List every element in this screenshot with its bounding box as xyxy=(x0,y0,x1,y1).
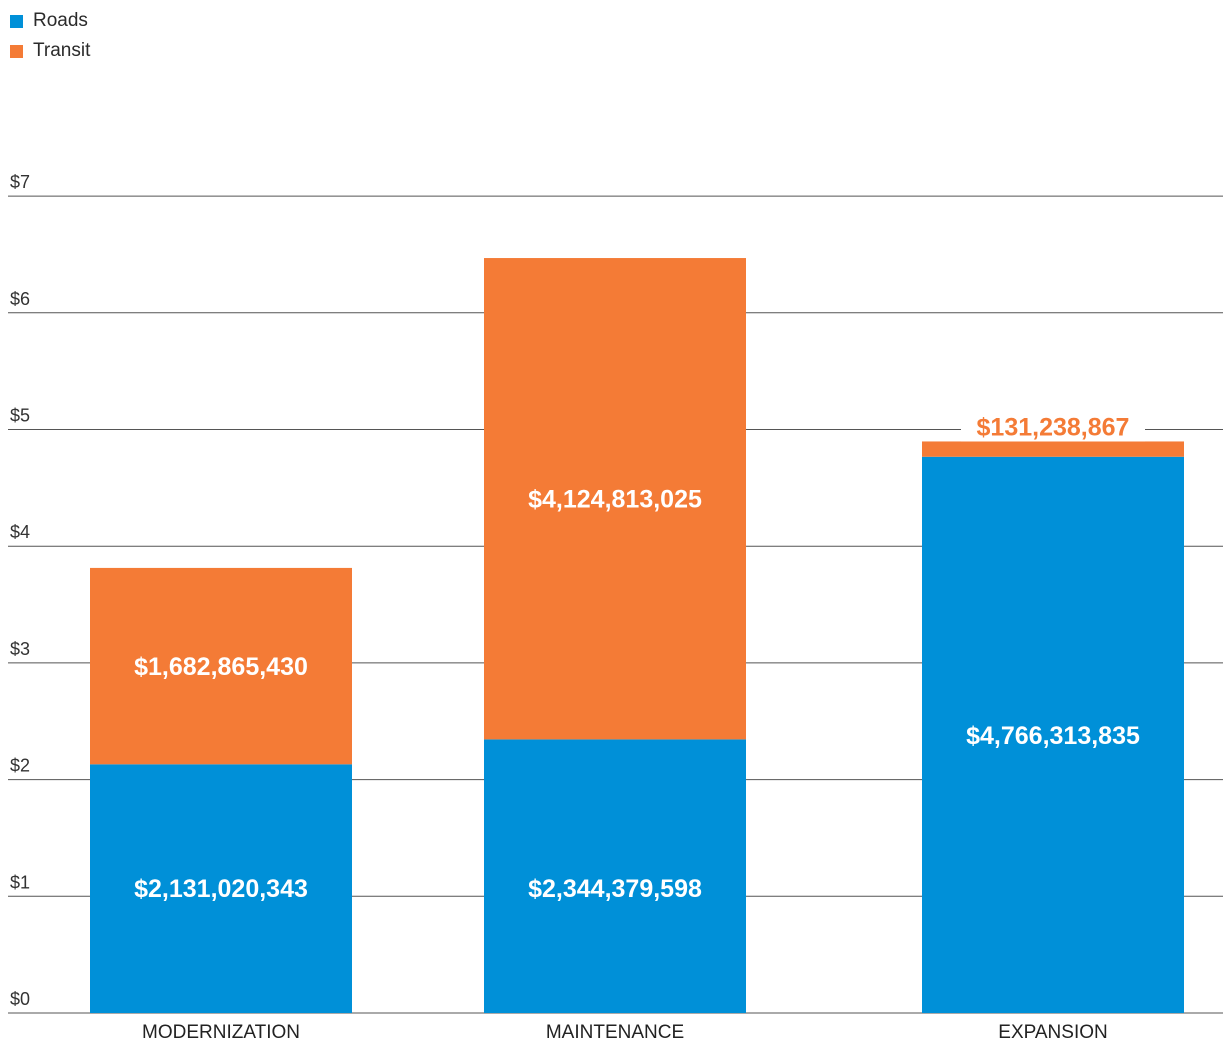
y-tick-label-7: $7 xyxy=(10,172,30,192)
y-tick-label-4: $4 xyxy=(10,522,30,542)
y-tick-label-1: $1 xyxy=(10,872,30,892)
bar-transit-expansion xyxy=(922,441,1184,457)
y-tick-label-6: $6 xyxy=(10,289,30,309)
transit-swatch-icon xyxy=(10,44,23,58)
data-label-transit-maintenance: $4,124,813,025 xyxy=(528,486,702,514)
x-category-label-maintenance: MAINTENANCE xyxy=(546,1022,684,1043)
legend-item-transit: Transit xyxy=(10,36,90,66)
y-tick-label-0: $0 xyxy=(10,989,30,1009)
legend: Roads Transit xyxy=(10,6,90,66)
y-tick-label-2: $2 xyxy=(10,756,30,776)
y-tick-label-3: $3 xyxy=(10,639,30,659)
x-category-label-modernization: MODERNIZATION xyxy=(142,1022,300,1043)
data-label-transit-modernization: $1,682,865,430 xyxy=(134,653,308,681)
legend-item-roads: Roads xyxy=(10,6,90,36)
data-label-transit-expansion: $131,238,867 xyxy=(977,413,1130,441)
y-tick-label-5: $5 xyxy=(10,406,30,426)
data-label-roads-modernization: $2,131,020,343 xyxy=(134,875,308,903)
bar-transit-maintenance xyxy=(484,258,746,740)
bar-roads-modernization xyxy=(90,764,352,1013)
bar-transit-modernization xyxy=(90,567,352,765)
legend-label-transit: Transit xyxy=(33,40,91,61)
bar-roads-expansion xyxy=(922,456,1184,1013)
x-category-label-expansion: EXPANSION xyxy=(998,1022,1107,1043)
bar-roads-maintenance xyxy=(484,739,746,1013)
data-label-backdrop-expansion xyxy=(961,411,1145,442)
data-label-roads-expansion: $4,766,313,835 xyxy=(966,722,1140,750)
roads-swatch-icon xyxy=(10,14,23,28)
legend-label-roads: Roads xyxy=(33,10,88,31)
data-label-roads-maintenance: $2,344,379,598 xyxy=(528,875,702,903)
